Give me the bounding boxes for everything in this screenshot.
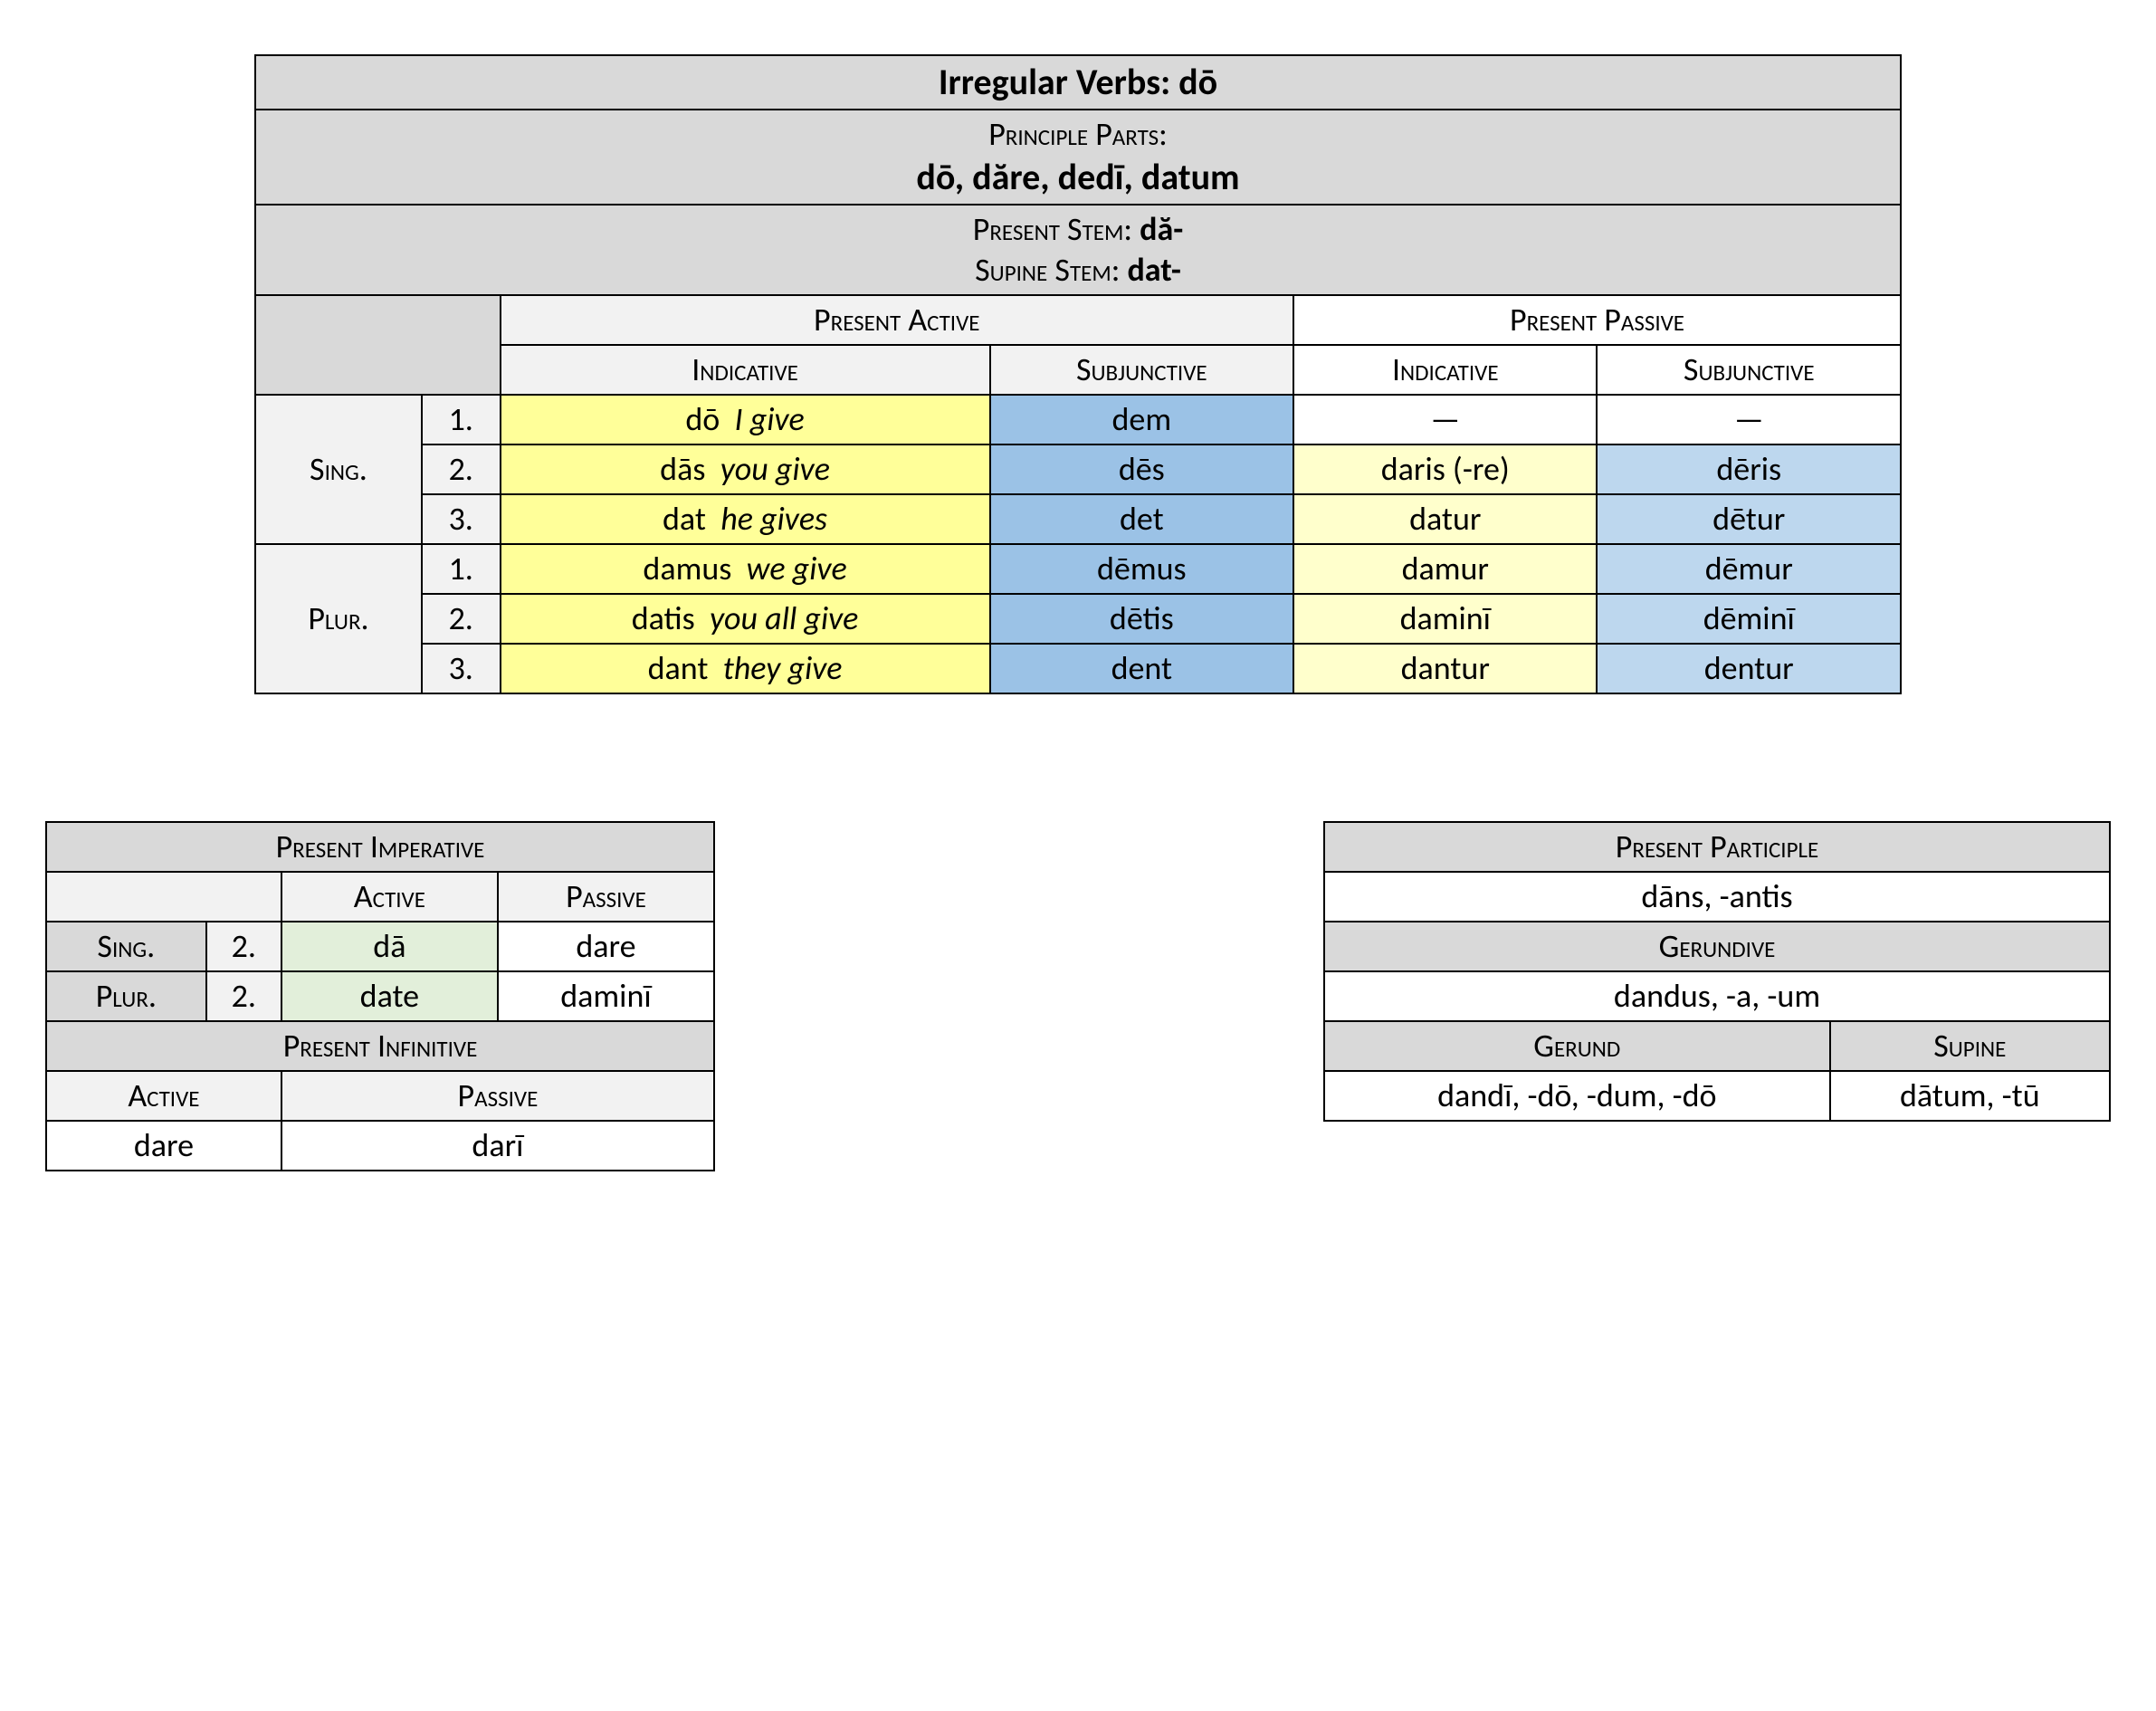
main-conjugation-table: Irregular Verbs: dō Principle Parts: dō,… xyxy=(254,54,1902,694)
imperative-plur-passive: daminī xyxy=(498,971,714,1021)
active-indicative-cell: dō I give xyxy=(501,395,990,444)
passive-indicative-cell: datur xyxy=(1293,494,1597,544)
imperative-person: 2. xyxy=(206,971,281,1021)
principle-parts-label: Principle Parts: xyxy=(988,114,1168,154)
present-participle-label: Present Participle xyxy=(1324,822,2110,872)
imperative-col-passive: Passive xyxy=(498,872,714,922)
gerundive-label: Gerundive xyxy=(1324,922,2110,971)
imperative-plur-active: date xyxy=(281,971,498,1021)
infinitive-active: dare xyxy=(46,1121,281,1171)
imperative-sing-active: dā xyxy=(281,922,498,971)
gerund: dandī, -dō, -dum, -dō xyxy=(1324,1071,1830,1121)
col-active-subjunctive: Subjunctive xyxy=(990,345,1293,395)
col-present-passive: Present Passive xyxy=(1293,295,1901,345)
passive-indicative-cell: daris (-re) xyxy=(1293,444,1597,494)
participle-table: Present Participle dāns, -antis Gerundiv… xyxy=(1323,821,2111,1122)
passive-subjunctive-cell: dētur xyxy=(1597,494,1901,544)
table-row: 2. dās you give dēs daris (-re) dēris xyxy=(255,444,1901,494)
person-label: 2. xyxy=(422,594,501,644)
col-passive-indicative: Indicative xyxy=(1293,345,1597,395)
active-indicative-cell: damus we give xyxy=(501,544,990,594)
passive-indicative-cell: dantur xyxy=(1293,644,1597,693)
infinitive-title: Present Infinitive xyxy=(46,1021,714,1071)
active-indicative-cell: dās you give xyxy=(501,444,990,494)
passive-subjunctive-cell: dentur xyxy=(1597,644,1901,693)
row-sing-label: Sing. xyxy=(255,395,422,544)
passive-subjunctive-cell: — xyxy=(1597,395,1901,444)
active-subjunctive-cell: dent xyxy=(990,644,1293,693)
col-passive-subjunctive: Subjunctive xyxy=(1597,345,1901,395)
supine-stem: dat- xyxy=(1127,250,1180,290)
passive-subjunctive-cell: dēris xyxy=(1597,444,1901,494)
imperative-title: Present Imperative xyxy=(46,822,714,872)
imperative-infinitive-table: Present Imperative Active Passive Sing. … xyxy=(45,821,715,1171)
table-row: dandī, -dō, -dum, -dō dātum, -tū xyxy=(1324,1071,2110,1121)
col-active-indicative: Indicative xyxy=(501,345,990,395)
passive-indicative-cell: — xyxy=(1293,395,1597,444)
imperative-row-plur: Plur. xyxy=(46,971,206,1021)
active-subjunctive-cell: dēmus xyxy=(990,544,1293,594)
table-row: dare darī xyxy=(46,1121,714,1171)
active-subjunctive-cell: dētis xyxy=(990,594,1293,644)
corner-blank xyxy=(255,295,501,395)
active-indicative-cell: datis you all give xyxy=(501,594,990,644)
table-row: dāns, -antis xyxy=(1324,872,2110,922)
passive-indicative-cell: damur xyxy=(1293,544,1597,594)
gerundive: dandus, -a, -um xyxy=(1324,971,2110,1021)
table-row: dandus, -a, -um xyxy=(1324,971,2110,1021)
table-row: Sing. 1. dō I give dem — — xyxy=(255,395,1901,444)
active-subjunctive-cell: det xyxy=(990,494,1293,544)
person-label: 3. xyxy=(422,644,501,693)
active-indicative-cell: dant they give xyxy=(501,644,990,693)
table-row: Plur. 1. damus we give dēmus damur dēmur xyxy=(255,544,1901,594)
col-present-active: Present Active xyxy=(501,295,1294,345)
table-row: Plur. 2. date daminī xyxy=(46,971,714,1021)
row-plur-label: Plur. xyxy=(255,544,422,693)
infinitive-passive: darī xyxy=(281,1121,714,1171)
principle-parts: dō, dăre, dedī, datum xyxy=(916,155,1239,199)
supine-label: Supine xyxy=(1830,1021,2110,1071)
table-row: Sing. 2. dā dare xyxy=(46,922,714,971)
imperative-person: 2. xyxy=(206,922,281,971)
passive-indicative-cell: daminī xyxy=(1293,594,1597,644)
person-label: 1. xyxy=(422,395,501,444)
principle-parts-row: Principle Parts: dō, dăre, dedī, datum xyxy=(255,110,1901,205)
person-label: 3. xyxy=(422,494,501,544)
present-stem-label: Present Stem: xyxy=(973,209,1140,249)
imperative-blank xyxy=(46,872,281,922)
imperative-sing-passive: dare xyxy=(498,922,714,971)
infinitive-active-label: Active xyxy=(46,1071,281,1121)
person-label: 1. xyxy=(422,544,501,594)
infinitive-passive-label: Passive xyxy=(281,1071,714,1121)
person-label: 2. xyxy=(422,444,501,494)
present-participle: dāns, -antis xyxy=(1324,872,2110,922)
active-indicative-cell: dat he gives xyxy=(501,494,990,544)
table-row: 3. dat he gives det datur dētur xyxy=(255,494,1901,544)
supine-stem-label: Supine Stem: xyxy=(975,250,1127,290)
table-title: Irregular Verbs: dō xyxy=(255,55,1901,110)
stems-row: Present Stem: dă- Supine Stem: dat- xyxy=(255,205,1901,295)
present-stem: dă- xyxy=(1140,209,1183,249)
supine: dātum, -tū xyxy=(1830,1071,2110,1121)
passive-subjunctive-cell: dēminī xyxy=(1597,594,1901,644)
table-row: 3. dant they give dent dantur dentur xyxy=(255,644,1901,693)
passive-subjunctive-cell: dēmur xyxy=(1597,544,1901,594)
gerund-label: Gerund xyxy=(1324,1021,1830,1071)
active-subjunctive-cell: dem xyxy=(990,395,1293,444)
imperative-col-active: Active xyxy=(281,872,498,922)
active-subjunctive-cell: dēs xyxy=(990,444,1293,494)
imperative-row-sing: Sing. xyxy=(46,922,206,971)
table-row: 2. datis you all give dētis daminī dēmin… xyxy=(255,594,1901,644)
